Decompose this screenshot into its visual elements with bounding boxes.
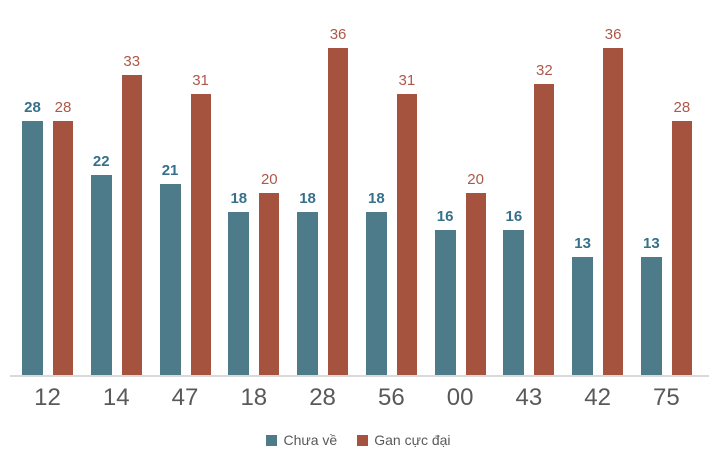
x-axis-label-47: 47 [171,384,199,411]
x-axis-label-42: 42 [584,384,611,411]
bar-chưa-về-47 [159,184,181,375]
bar-chưa-về-56 [365,212,387,375]
bar-chưa-về-12 [22,121,43,375]
bar-gan-cực-đại-56 [396,94,417,375]
bar-value-label: 31 [192,72,209,89]
bar-gan-cực-đại-28 [328,48,349,375]
bar-column: 18 [365,190,387,375]
bar-column: 13 [572,235,594,375]
legend-item-series-0: Chưa về [266,432,337,448]
bar-gan-cực-đại-42 [603,48,624,375]
bar-column: 28 [671,99,692,375]
legend: Chưa về Gan cực đại [0,432,717,448]
bar-gan-cực-đại-00 [465,193,486,375]
bar-group-12: 28 28 [22,100,73,375]
bar-column: 18 [228,190,250,375]
bar-value-label: 18 [367,190,385,207]
bar-value-label: 13 [574,235,591,252]
bar-value-label: 21 [161,162,179,179]
bar-gan-cực-đại-75 [671,121,692,375]
legend-swatch-teal [266,434,278,446]
bar-group-14: 22 33 [90,53,142,375]
bar-value-label: 28 [54,99,72,116]
bar-column: 21 [159,162,181,375]
x-axis-labels: 12 14 47 18 28 56 00 43 42 75 [22,384,692,412]
bar-value-label: 16 [436,208,454,225]
bar-column: 16 [434,208,456,375]
x-axis-label-12: 12 [34,384,61,411]
bar-chưa-về-28 [297,212,319,375]
bar-chưa-về-14 [90,175,112,375]
bar-group-28: 18 36 [297,26,349,375]
bar-group-56: 18 31 [365,72,417,375]
bar-gan-cực-đại-14 [121,75,142,375]
bar-value-label: 18 [230,190,248,207]
bar-groups: 28 28 22 33 21 31 18 20 18 36 18 31 16 20 16 32 13 36 13 28 [22,0,692,375]
x-axis-label-75: 75 [653,384,680,411]
bar-column: 31 [190,72,211,375]
x-axis-label-28: 28 [309,384,336,411]
bar-value-label: 22 [92,153,110,170]
bar-value-label: 18 [299,190,316,207]
bar-value-label: 36 [329,26,347,43]
bar-value-label: 31 [398,72,416,89]
x-axis-label-43: 43 [515,384,543,411]
x-axis-line [10,375,709,377]
bar-value-label: 33 [123,53,141,70]
bar-value-label: 20 [467,171,484,188]
bar-column: 28 [53,100,73,375]
bar-column: 31 [396,72,417,375]
bar-column: 36 [328,26,349,375]
bar-column: 28 [22,100,43,375]
x-axis-label-00: 00 [446,384,474,411]
bar-value-label: 28 [24,99,41,116]
bar-chưa-về-42 [572,257,594,375]
legend-label-series-0: Chưa về [283,432,338,448]
bar-column: 32 [534,62,555,375]
bar-value-label: 20 [260,171,278,188]
bar-group-42: 13 36 [572,26,624,375]
plot-area: 28 28 22 33 21 31 18 20 18 36 18 31 16 20 16 32 13 36 13 28 [10,0,709,377]
legend-swatch-red [357,434,369,446]
bar-gan-cực-đại-18 [259,193,280,375]
bar-value-label: 28 [673,99,691,116]
bar-group-00: 16 20 [434,171,486,375]
bar-column: 18 [297,190,319,375]
bar-column: 13 [640,235,662,375]
bar-column: 20 [465,171,486,375]
bar-group-43: 16 32 [503,62,555,375]
bar-column: 22 [90,153,112,375]
bar-group-47: 21 31 [159,72,211,375]
x-axis-label-14: 14 [102,384,130,411]
bar-column: 16 [503,208,525,375]
bar-chưa-về-00 [434,230,456,375]
bar-chưa-về-18 [228,212,250,375]
bar-value-label: 32 [536,62,553,79]
bar-gan-cực-đại-43 [534,84,555,375]
bar-column: 36 [603,26,624,375]
bar-chưa-về-75 [640,257,662,375]
bar-value-label: 13 [643,235,660,252]
bar-group-18: 18 20 [228,171,280,375]
bar-gan-cực-đại-47 [190,94,211,375]
legend-label-series-1: Gan cực đại [374,432,451,448]
legend-item-series-1: Gan cực đại [357,432,451,448]
bar-value-label: 16 [505,208,523,225]
bar-value-label: 36 [604,26,622,43]
bar-column: 20 [259,171,280,375]
bar-chưa-về-43 [503,230,525,375]
bar-group-75: 13 28 [640,99,692,375]
x-axis-label-18: 18 [240,384,268,411]
x-axis-label-56: 56 [377,384,405,411]
bar-gan-cực-đại-12 [53,121,73,375]
bar-column: 33 [121,53,142,375]
